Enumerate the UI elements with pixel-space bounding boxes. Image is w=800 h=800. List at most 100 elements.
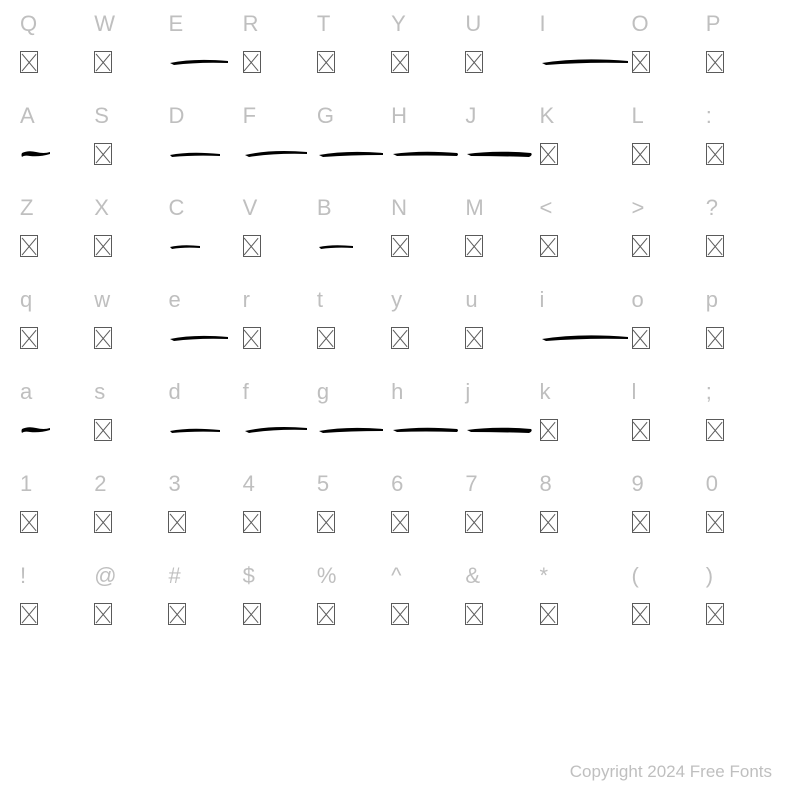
char-label: y [391,286,402,314]
char-label: 0 [706,470,718,498]
missing-glyph-box [243,235,261,257]
missing-glyph-box [632,235,650,257]
charmap-cell: 7 [465,470,539,562]
char-label: E [168,10,183,38]
swash-glyph [20,423,54,437]
glyph-sample [540,320,632,356]
charmap-cell: ? [706,194,780,286]
glyph-sample [20,44,38,80]
char-label: 6 [391,470,403,498]
glyph-sample [243,412,311,448]
char-label: t [317,286,323,314]
charmap-cell: R [243,10,317,102]
glyph-sample [20,136,54,172]
charmap-cell: H [391,102,465,194]
char-label: > [632,194,645,222]
missing-glyph-box [706,51,724,73]
glyph-sample [706,44,724,80]
charmap-cell: 4 [243,470,317,562]
missing-glyph-box [20,603,38,625]
swash-glyph [540,56,632,68]
missing-glyph-box [243,511,261,533]
char-label: s [94,378,105,406]
charmap-cell: s [94,378,168,470]
swash-glyph [168,149,224,159]
char-label: p [706,286,718,314]
charmap-cell: 3 [168,470,242,562]
char-label: 1 [20,470,32,498]
missing-glyph-box [20,235,38,257]
charmap-cell: a [20,378,94,470]
glyph-sample [540,504,558,540]
char-label: 7 [465,470,477,498]
missing-glyph-box [391,327,409,349]
swash-glyph [317,148,387,160]
glyph-sample [317,228,357,264]
glyph-sample [706,412,724,448]
char-label: ) [706,562,713,590]
glyph-sample [706,504,724,540]
char-label: A [20,102,35,130]
char-label: d [168,378,180,406]
char-label: 4 [243,470,255,498]
missing-glyph-box [632,419,650,441]
missing-glyph-box [391,511,409,533]
charmap-cell: A [20,102,94,194]
charmap-cell: P [706,10,780,102]
glyph-sample [168,596,186,632]
glyph-sample [94,136,112,172]
charmap-cell: 1 [20,470,94,562]
missing-glyph-box [94,603,112,625]
char-label: 8 [540,470,552,498]
missing-glyph-box [391,51,409,73]
missing-glyph-box [94,143,112,165]
char-label: k [540,378,551,406]
char-label: V [243,194,258,222]
glyph-sample [243,228,261,264]
swash-glyph [168,241,204,251]
missing-glyph-box [391,235,409,257]
missing-glyph-box [540,511,558,533]
glyph-sample [465,412,535,448]
char-label: J [465,102,476,130]
charmap-cell: p [706,286,780,378]
glyph-sample [94,320,112,356]
glyph-sample [391,504,409,540]
charmap-cell: Q [20,10,94,102]
char-label: T [317,10,330,38]
charmap-cell: K [540,102,632,194]
missing-glyph-box [465,51,483,73]
glyph-sample [706,596,724,632]
charmap-cell: U [465,10,539,102]
glyph-sample [168,412,224,448]
missing-glyph-box [317,511,335,533]
missing-glyph-box [243,327,261,349]
missing-glyph-box [94,511,112,533]
missing-glyph-box [706,327,724,349]
charmap-cell: C [168,194,242,286]
glyph-sample [540,228,558,264]
glyph-sample [540,136,558,172]
glyph-sample [465,320,483,356]
missing-glyph-box [465,235,483,257]
char-label: O [632,10,649,38]
char-label: M [465,194,483,222]
charmap-cell: N [391,194,465,286]
char-label: % [317,562,337,590]
char-label: K [540,102,555,130]
glyph-sample [465,44,483,80]
charmap-cell: E [168,10,242,102]
missing-glyph-box [465,511,483,533]
char-label: u [465,286,477,314]
missing-glyph-box [243,603,261,625]
charmap-cell: I [540,10,632,102]
charmap-cell: M [465,194,539,286]
charmap-cell: o [632,286,706,378]
charmap-cell: f [243,378,317,470]
missing-glyph-box [168,511,186,533]
charmap-cell: W [94,10,168,102]
missing-glyph-box [632,51,650,73]
glyph-sample [20,320,38,356]
charmap-cell: q [20,286,94,378]
char-label: F [243,102,256,130]
